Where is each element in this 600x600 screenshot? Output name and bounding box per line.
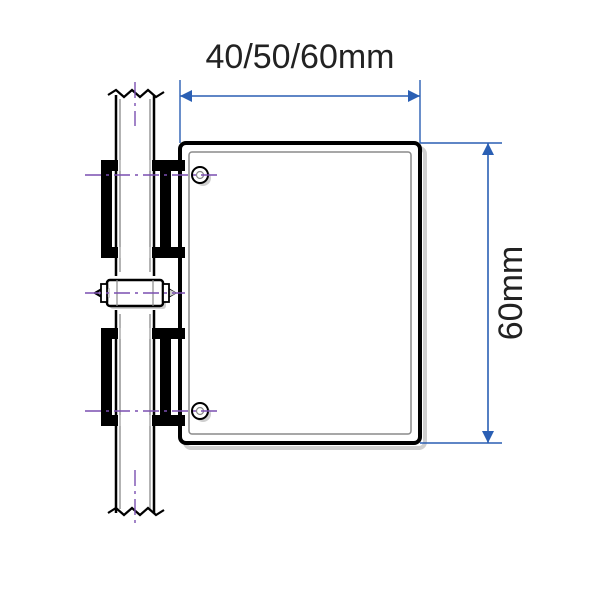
technical-drawing: 40/50/60mm 60mm xyxy=(0,0,600,600)
dimension-right-label: 60mm xyxy=(492,246,530,340)
hinge-pin xyxy=(95,280,177,309)
dimension-right: 60mm xyxy=(420,143,530,443)
dimension-top-label: 40/50/60mm xyxy=(206,38,395,76)
main-body xyxy=(180,143,420,443)
dimension-top: 40/50/60mm xyxy=(180,38,420,143)
